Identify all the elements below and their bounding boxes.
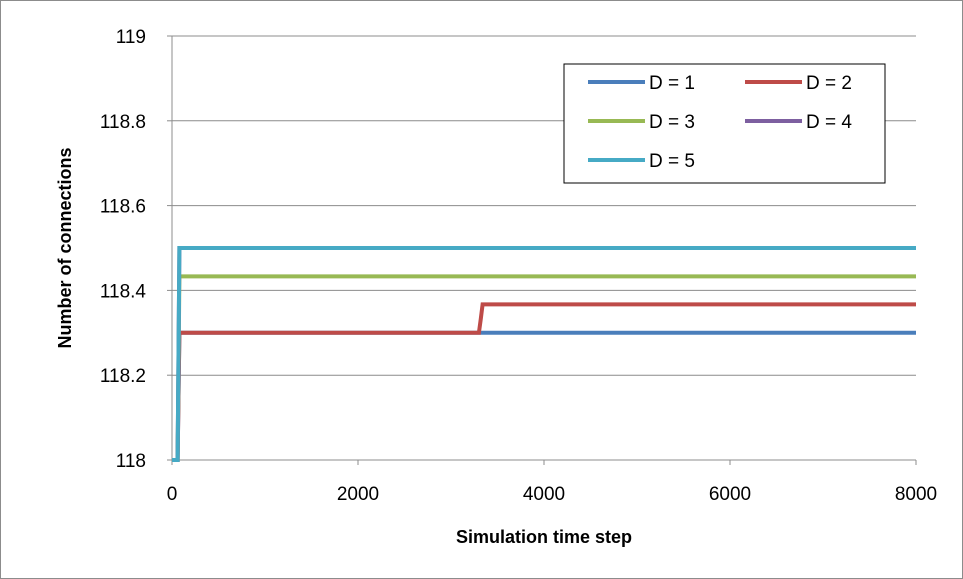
series-line-1: [172, 330, 916, 462]
x-axis-title: Simulation time step: [456, 527, 632, 547]
y-tick-label: 118.8: [100, 112, 146, 133]
legend-label-2: D = 2: [806, 73, 852, 94]
y-tick-label: 118.2: [100, 366, 146, 387]
series-line-5: [172, 246, 916, 462]
series-line-4: [172, 246, 916, 462]
legend-label-4: D = 4: [806, 112, 852, 133]
legend-label-5: D = 5: [649, 151, 695, 172]
legend-label-1: D = 1: [649, 73, 695, 94]
x-tick-label: 4000: [523, 484, 565, 505]
legend: D = 1 D = 2 D = 3 D = 4 D = 5: [563, 63, 886, 184]
axes: [167, 35, 917, 465]
x-tick-label: 0: [167, 484, 178, 505]
x-tick-label: 8000: [895, 484, 937, 505]
series-lines: [172, 246, 916, 462]
gridlines: [172, 35, 916, 376]
legend-label-3: D = 3: [649, 112, 695, 133]
y-tick-label: 118.4: [100, 281, 147, 302]
series-line-2: [172, 302, 916, 462]
y-tick-label: 119: [116, 27, 146, 48]
x-tick-label: 6000: [709, 484, 751, 505]
y-tick-label: 118: [116, 451, 146, 472]
x-tick-label: 2000: [337, 484, 379, 505]
tick-labels: 118 118.2 118.4 118.6 118.8 119 0 2000 4000 6000 8…: [100, 27, 937, 505]
y-axis-title: Number of connections: [55, 147, 75, 348]
y-tick-label: 118.6: [100, 197, 146, 218]
